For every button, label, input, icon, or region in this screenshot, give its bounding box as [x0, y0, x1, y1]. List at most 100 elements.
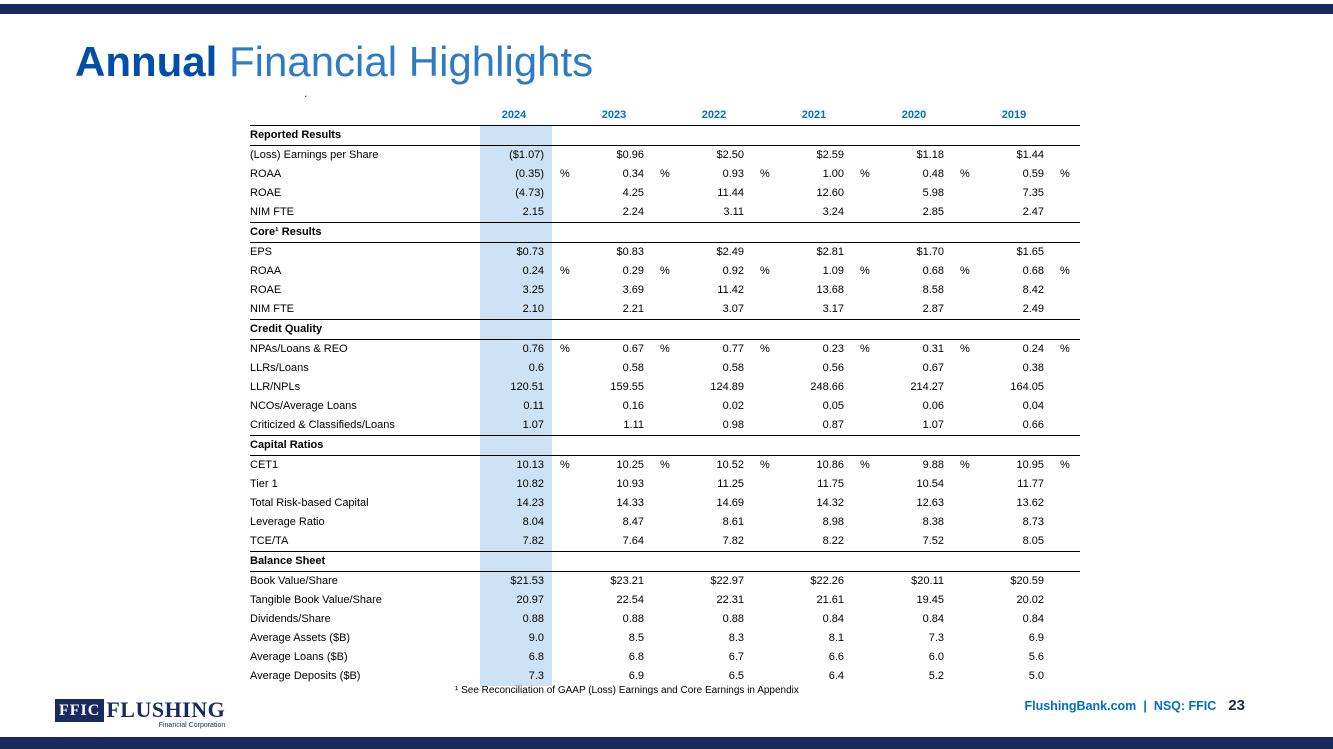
section-header-row: Reported Results [250, 125, 1080, 146]
value-cell: 6.9 [628, 670, 644, 682]
pct-cell [652, 146, 680, 166]
pct-cell [552, 513, 580, 532]
company-logo: FFIC FLUSHING Financial Corporation [55, 699, 225, 729]
year-header: 2020 [880, 106, 952, 126]
pct-cell [952, 591, 980, 610]
value-cell: 8.98 [822, 516, 844, 528]
section-spacer-cell [652, 319, 680, 340]
row-label: Tier 1 [250, 478, 278, 490]
section-spacer-cell [580, 319, 652, 340]
pct-cell [952, 300, 980, 320]
pct-cell: % [860, 343, 870, 355]
top-accent-bar [0, 4, 1333, 14]
section-header-row: Credit Quality [250, 319, 1080, 340]
table-row: LLRs/Loans 0.6 0.58 0.58 0.56 0.67 0.38 [250, 359, 1080, 378]
pct-cell [1052, 629, 1080, 648]
year-header: 2019 [980, 106, 1052, 126]
pct-cell [652, 591, 680, 610]
pct-cell [752, 359, 780, 378]
row-label: Average Assets ($B) [250, 632, 351, 644]
footer-site: FlushingBank.com [1024, 699, 1137, 713]
section-spacer-cell [880, 222, 952, 243]
pct-cell [552, 667, 580, 686]
pct-cell [1052, 184, 1080, 203]
section-header-row: Balance Sheet [250, 551, 1080, 572]
pct-cell [952, 475, 980, 494]
pct-cell [852, 184, 880, 203]
row-label: Tangible Book Value/Share [250, 594, 382, 606]
value-cell: 9.88 [922, 459, 944, 471]
section-header: Capital Ratios [250, 435, 480, 456]
value-cell: 8.3 [728, 632, 744, 644]
page-title: Annual Financial Highlights [75, 38, 593, 86]
pct-cell [952, 610, 980, 629]
value-cell: 8.04 [480, 513, 552, 532]
pct-cell [952, 378, 980, 397]
pct-cell [552, 629, 580, 648]
pct-cell [952, 184, 980, 203]
value-cell: 0.93 [722, 168, 744, 180]
value-cell: 164.05 [1010, 381, 1044, 393]
value-cell: 8.05 [1022, 535, 1044, 547]
table-row: Average Deposits ($B) 7.3 6.9 6.5 6.4 5.2 5.0 [250, 667, 1080, 686]
pct-cell: % [960, 265, 970, 277]
table-row: (Loss) Earnings per Share ($1.07) $0.96 $2.… [250, 145, 1080, 166]
value-cell: $2.81 [816, 246, 844, 258]
pct-cell [652, 513, 680, 532]
page-number: 23 [1228, 697, 1245, 714]
pct-cell [1052, 494, 1080, 513]
value-cell: 0.6 [480, 359, 552, 378]
row-label: LLR/NPLs [250, 381, 301, 393]
section-spacer-cell [680, 125, 752, 146]
pct-cell [552, 648, 580, 667]
value-cell: 8.61 [722, 516, 744, 528]
pct-cell [852, 416, 880, 436]
section-spacer-cell [1052, 222, 1080, 243]
value-cell: $2.59 [816, 149, 844, 161]
section-header: Core¹ Results [250, 222, 480, 243]
section-spacer-cell [1052, 435, 1080, 456]
value-cell: 10.52 [716, 459, 744, 471]
pct-cell [952, 359, 980, 378]
section-spacer-cell [752, 551, 780, 572]
pct-cell [1052, 648, 1080, 667]
table-row: ROAE (4.73) 4.25 11.44 12.60 5.98 7.35 [250, 184, 1080, 203]
pct-cell [552, 243, 580, 263]
section-header-row: Capital Ratios [250, 435, 1080, 456]
section-spacer-cell [980, 435, 1052, 456]
row-label: NPAs/Loans & REO [250, 343, 348, 355]
table-row: Tangible Book Value/Share 20.97 22.54 22.31… [250, 591, 1080, 610]
section-header: Balance Sheet [250, 551, 480, 572]
value-cell: 0.66 [1022, 419, 1044, 431]
pct-cell [752, 629, 780, 648]
value-cell: 4.25 [622, 187, 644, 199]
value-cell: 14.23 [480, 494, 552, 513]
value-cell: 0.87 [822, 419, 844, 431]
section-spacer-cell [1052, 551, 1080, 572]
value-cell: (0.35) [480, 165, 552, 184]
section-spacer-cell [880, 125, 952, 146]
value-cell: 10.95 [1016, 459, 1044, 471]
pct-cell: % [760, 343, 770, 355]
section-spacer-cell [652, 125, 680, 146]
title-rest: Financial Highlights [217, 38, 594, 85]
pct-cell [652, 610, 680, 629]
pct-cell [1052, 667, 1080, 686]
section-spacer-cell [1052, 125, 1080, 146]
title-emphasis: Annual [75, 38, 218, 85]
pct-cell [552, 300, 580, 320]
pct-cell [852, 397, 880, 416]
pct-cell [552, 572, 580, 592]
value-cell: 0.16 [622, 400, 644, 412]
section-spacer-cell [980, 551, 1052, 572]
pct-cell [852, 378, 880, 397]
pct-cell [852, 648, 880, 667]
value-cell: 20.97 [480, 591, 552, 610]
pct-cell: % [860, 459, 870, 471]
row-label: ROAA [250, 265, 282, 277]
section-spacer-cell [580, 222, 652, 243]
pct-cell [652, 475, 680, 494]
value-cell: 159.55 [610, 381, 644, 393]
value-cell: 10.82 [480, 475, 552, 494]
value-cell: 0.68 [1022, 265, 1044, 277]
